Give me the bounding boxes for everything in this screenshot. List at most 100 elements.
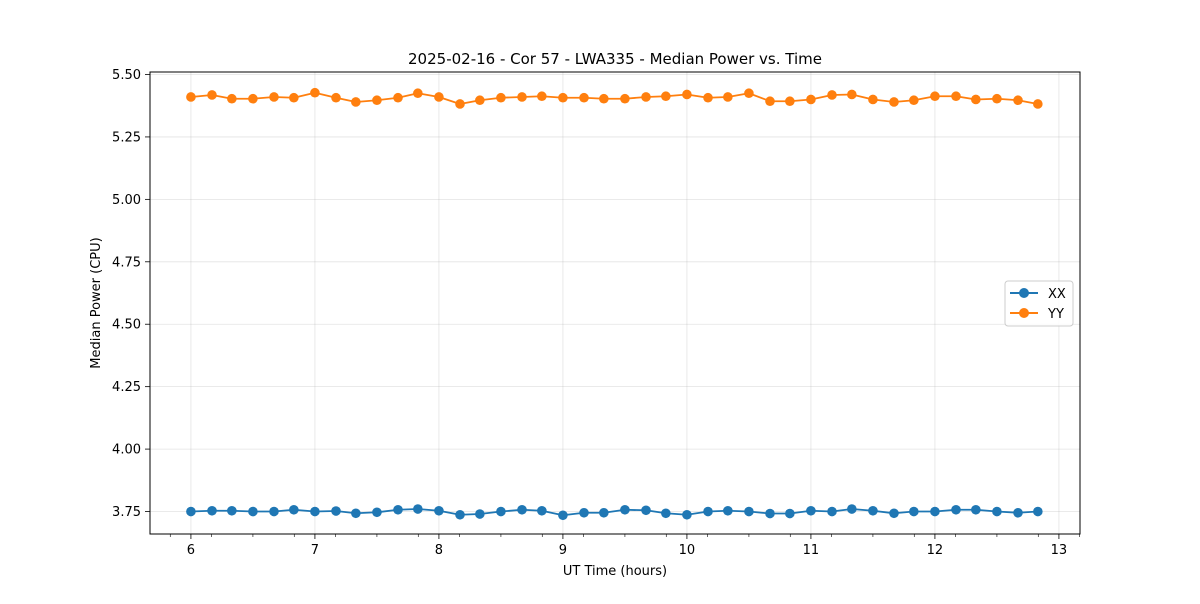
data-point-xx (393, 504, 403, 515)
data-point-xx (641, 505, 651, 516)
data-point-xx (661, 508, 671, 519)
y-axis-label: Median Power (CPU) (89, 237, 104, 368)
data-point-xx (785, 508, 795, 519)
x-tick-label: 12 (927, 543, 944, 558)
x-tick-label: 6 (187, 543, 195, 558)
y-tick-label: 4.50 (112, 318, 141, 333)
data-point-xx (909, 506, 919, 517)
data-point-yy (372, 95, 382, 106)
data-point-yy (930, 91, 940, 102)
data-point-xx (599, 507, 609, 518)
data-point-xx (992, 506, 1002, 517)
data-point-yy (620, 93, 630, 104)
x-tick-label: 9 (559, 543, 567, 558)
series-layer (186, 87, 1043, 521)
data-point-yy (599, 93, 609, 104)
data-point-yy (351, 97, 361, 107)
data-point-yy (1013, 95, 1023, 106)
data-point-yy (310, 87, 320, 98)
series-xx (186, 504, 1043, 521)
data-point-xx (186, 506, 196, 517)
data-point-xx (827, 506, 837, 517)
data-point-xx (413, 504, 423, 514)
data-point-yy (579, 92, 589, 103)
plot-frame (149, 71, 1081, 535)
series-yy (186, 87, 1043, 109)
y-tick-label: 5.00 (112, 193, 141, 208)
chart-title: 2025-02-16 - Cor 57 - LWA335 - Median Po… (408, 50, 822, 68)
data-point-yy (806, 94, 816, 105)
data-point-yy (723, 92, 733, 102)
data-point-yy (207, 90, 217, 100)
data-point-yy (289, 92, 299, 103)
data-point-xx (744, 506, 754, 517)
x-tick-label: 8 (435, 543, 443, 558)
y-tick-label: 4.00 (112, 443, 141, 458)
y-tick-label: 3.75 (112, 505, 141, 520)
y-tick-label: 4.75 (112, 255, 141, 270)
x-tick-label: 13 (1051, 543, 1068, 558)
data-point-xx (248, 506, 258, 517)
data-point-xx (517, 504, 527, 515)
data-point-xx (269, 506, 279, 517)
data-point-yy (992, 93, 1002, 104)
data-point-xx (806, 505, 816, 516)
data-point-xx (703, 506, 713, 517)
legend-label-xx: XX (1048, 287, 1066, 302)
y-tick-label: 5.25 (112, 130, 141, 145)
data-point-xx (207, 505, 217, 516)
data-point-xx (351, 508, 361, 519)
data-point-yy (785, 96, 795, 107)
data-point-xx (289, 504, 299, 515)
data-point-yy (827, 90, 837, 100)
data-point-yy (765, 96, 775, 107)
data-point-xx (475, 509, 485, 519)
data-point-yy (909, 95, 919, 106)
data-point-yy (186, 92, 196, 102)
legend-marker-xx (1019, 288, 1029, 298)
data-point-xx (434, 505, 444, 516)
data-point-yy (558, 92, 568, 103)
data-point-yy (393, 92, 403, 103)
data-point-xx (455, 509, 465, 520)
y-tick-label: 5.50 (112, 68, 141, 83)
data-point-yy (951, 91, 961, 102)
y-tick-label: 4.25 (112, 380, 141, 395)
data-point-xx (558, 510, 568, 521)
data-point-xx (310, 506, 320, 517)
data-point-yy (889, 97, 899, 107)
legend: XX YY (1004, 280, 1074, 327)
data-point-xx (372, 507, 382, 518)
data-point-xx (331, 506, 341, 516)
data-point-yy (331, 92, 341, 103)
data-point-yy (475, 95, 485, 106)
data-point-yy (434, 92, 444, 102)
data-point-xx (971, 504, 981, 515)
data-point-yy (703, 92, 713, 103)
data-point-yy (248, 93, 258, 104)
data-point-xx (765, 508, 775, 519)
data-point-yy (971, 94, 981, 105)
data-point-xx (1013, 507, 1023, 518)
legend-label-yy: YY (1047, 307, 1064, 322)
x-tick-label: 10 (679, 543, 696, 558)
legend-marker-yy (1019, 308, 1029, 318)
data-point-yy (1033, 99, 1043, 109)
axes: 6 7 8 9 10 11 12 13 3.75 4.00 4.25 4.50 4.75 5.00 5.25… (112, 68, 1080, 558)
data-point-xx (537, 505, 547, 516)
data-point-yy (682, 89, 692, 100)
data-point-yy (496, 92, 506, 103)
data-point-yy (744, 88, 754, 99)
data-point-yy (847, 89, 857, 100)
data-point-xx (847, 504, 857, 514)
data-point-xx (889, 508, 899, 519)
data-point-yy (455, 99, 465, 109)
data-point-xx (951, 504, 961, 515)
data-point-xx (620, 504, 630, 515)
x-axis-label: UT Time (hours) (563, 564, 667, 579)
data-point-xx (723, 505, 733, 516)
x-tick-label: 11 (803, 543, 820, 558)
data-point-yy (641, 92, 651, 102)
